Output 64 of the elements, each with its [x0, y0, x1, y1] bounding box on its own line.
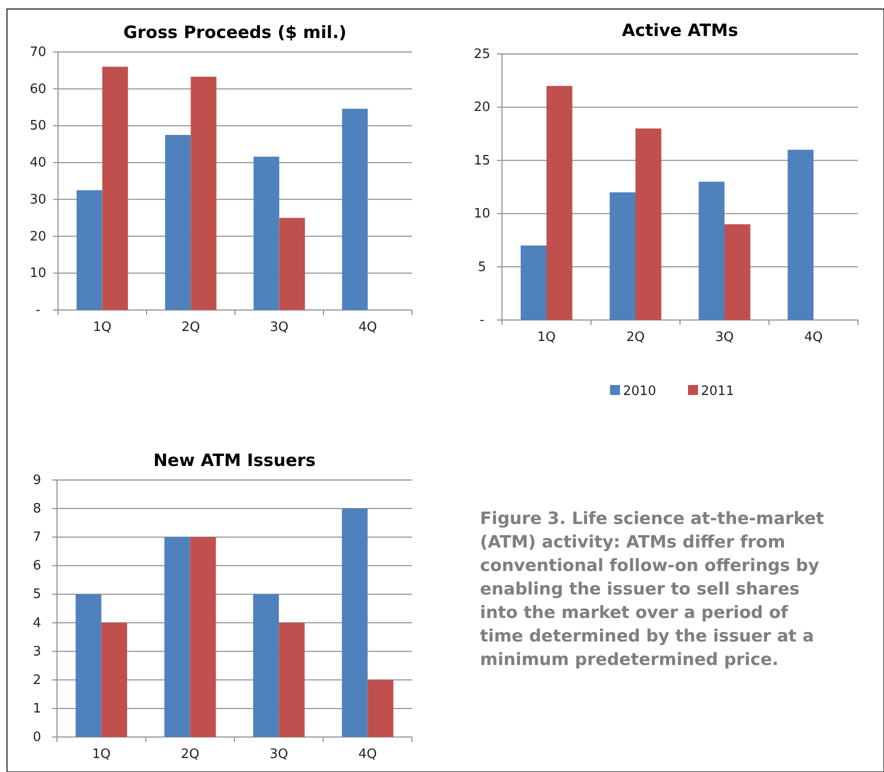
- y-tick-label: 25: [474, 47, 490, 62]
- x-tick-label: 2Q: [626, 330, 645, 345]
- bar: [190, 537, 216, 737]
- x-tick-label: 4Q: [804, 330, 823, 345]
- bar: [76, 594, 102, 737]
- bar: [76, 190, 102, 310]
- y-tick-label: 5: [478, 260, 486, 275]
- bar: [278, 622, 305, 737]
- x-tick-label: 1Q: [537, 330, 556, 345]
- bar: [279, 218, 305, 310]
- bar: [368, 680, 394, 737]
- y-tick-label: 3: [32, 644, 42, 660]
- y-tick-label: 20: [30, 229, 46, 244]
- y-tick-label: 15: [474, 153, 490, 168]
- x-tick-label: 1Q: [92, 747, 111, 762]
- y-tick-label: 7: [32, 530, 42, 546]
- bar: [102, 66, 128, 310]
- bar: [165, 134, 191, 310]
- chart-title: Gross Proceeds ($ mil.): [123, 23, 347, 43]
- y-tick-label: 1: [32, 701, 42, 716]
- chart-title: Active ATMs: [622, 21, 738, 41]
- bar: [724, 224, 750, 320]
- y-tick-label: 10: [30, 266, 46, 282]
- y-tick-label: 10: [474, 206, 490, 222]
- y-tick-label: 70: [30, 45, 46, 60]
- y-tick-label: 5: [32, 587, 42, 602]
- x-tick-label: 1Q: [92, 320, 112, 335]
- y-tick-label: 9: [32, 473, 42, 488]
- x-tick-label: 3Q: [270, 747, 288, 762]
- bar: [698, 182, 724, 320]
- bar: [190, 76, 216, 310]
- y-tick-label: 4: [32, 616, 42, 631]
- bar: [342, 508, 368, 737]
- bar: [546, 86, 572, 320]
- y-tick-label: 40: [30, 156, 46, 171]
- y-tick-label: 60: [30, 82, 46, 97]
- bar: [342, 108, 368, 310]
- y-tick-label: 0: [32, 730, 42, 745]
- legend-label: 2010: [623, 384, 656, 399]
- x-tick-label: 2Q: [181, 320, 200, 335]
- bar: [788, 150, 814, 320]
- y-tick-label: 50: [30, 118, 46, 134]
- y-tick-label: 30: [30, 192, 46, 208]
- x-tick-label: 3Q: [270, 320, 289, 335]
- x-tick-label: 2Q: [180, 747, 200, 762]
- y-tick-label: 6: [32, 558, 42, 574]
- y-tick-label: -: [480, 313, 485, 328]
- bar: [520, 246, 546, 320]
- bar: [164, 537, 190, 737]
- y-tick-label: 20: [474, 100, 490, 116]
- x-tick-label: 4Q: [358, 320, 378, 335]
- bar: [610, 192, 636, 320]
- bar: [101, 622, 128, 737]
- y-tick-label: -: [36, 303, 41, 318]
- bar: [636, 128, 662, 320]
- chart-title: New ATM Issuers: [153, 451, 316, 471]
- y-tick-label: 2: [32, 672, 42, 688]
- bar: [254, 156, 280, 310]
- bar: [253, 594, 279, 737]
- caption: Figure 3. Life science at-the-market (ATM) activity: ATMs differ from conventional follow-on offerings by enabling the issuer to sell shares into the market over a period of time determined by the issuer at a minimum predetermined price.: [480, 509, 824, 670]
- x-tick-label: 3Q: [715, 330, 734, 345]
- x-tick-label: 4Q: [358, 747, 377, 762]
- legend-label: 2011: [701, 384, 734, 399]
- y-tick-label: 8: [32, 502, 42, 517]
